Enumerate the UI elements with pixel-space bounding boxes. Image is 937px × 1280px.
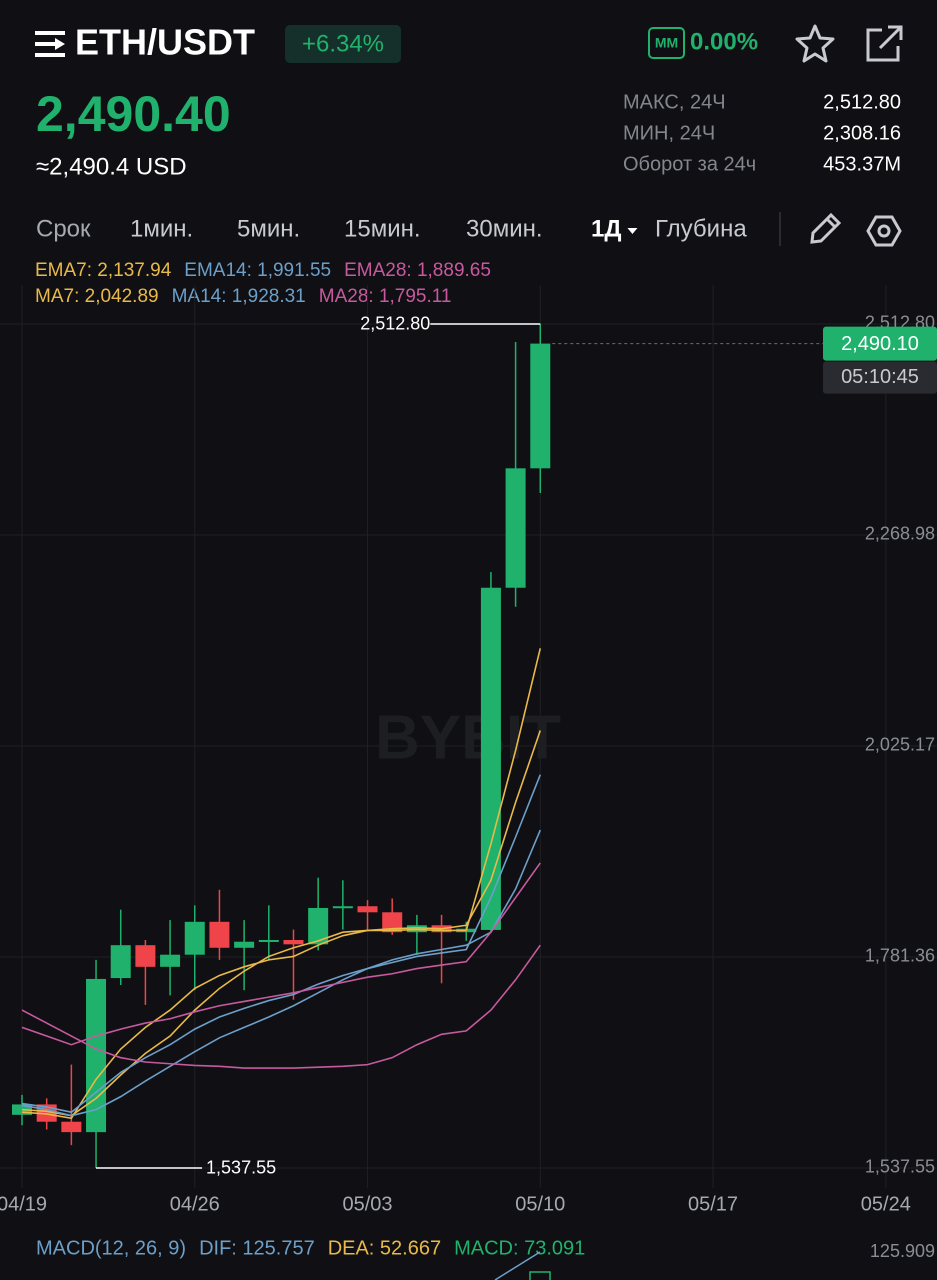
stat-label: МИН, 24Ч <box>623 122 715 144</box>
candle-body <box>258 939 279 942</box>
countdown-label: 05:10:45 <box>841 366 919 388</box>
mm-badge[interactable] <box>648 27 685 59</box>
last-price: 2,490.40 <box>36 86 231 142</box>
x-tick-label: 05/03 <box>342 1193 392 1215</box>
candle-body <box>530 343 551 469</box>
pair-title[interactable]: ETH/USDT <box>75 22 255 63</box>
candle-body <box>184 921 205 955</box>
stat-value: 453.37M <box>823 153 901 175</box>
moving-average-line <box>21 774 542 1114</box>
indicator-value: MA7: 2,042.89 <box>35 286 159 307</box>
candle-body <box>110 945 131 979</box>
candle-body <box>480 587 501 930</box>
tab[interactable]: 1мин. <box>130 215 193 242</box>
settings-icon[interactable] <box>866 215 902 247</box>
candle-body <box>382 912 403 933</box>
stat-label: Оборот за 24ч <box>623 153 756 175</box>
tab[interactable]: Глубина <box>655 215 747 242</box>
change-percent: +6.34% <box>302 30 384 57</box>
y-tick-label: 1,781.36 <box>865 946 935 966</box>
menu-icon[interactable] <box>35 31 65 57</box>
candle-body <box>12 1104 32 1115</box>
moving-average-line <box>21 648 542 1120</box>
indicator-legend: EMA7: 2,137.94 EMA14: 1,991.55 EMA28: 1,88… <box>35 260 491 307</box>
x-tick-label: 04/19 <box>0 1193 47 1215</box>
mm-label[interactable]: MM <box>655 35 678 51</box>
watermark: BYBIT <box>375 703 561 772</box>
x-tick-label: 04/26 <box>170 1193 220 1215</box>
macd-bar <box>529 1271 551 1280</box>
indicator-value: EMA7: 2,137.94 <box>35 260 172 281</box>
candle-body <box>160 954 181 967</box>
macd-value: DIF: 125.757 <box>199 1237 315 1259</box>
candle-body <box>283 939 304 945</box>
y-tick-label: 1,537.55 <box>865 1157 935 1177</box>
change-badge <box>285 25 401 63</box>
indicator-value: MA28: 1,795.11 <box>319 286 452 307</box>
candle-body <box>135 945 156 967</box>
plot-area <box>12 323 551 1168</box>
stat-value: 2,308.16 <box>823 122 901 144</box>
share-icon[interactable] <box>866 25 903 62</box>
max-marker-label: 2,512.80 <box>360 314 430 334</box>
macd-line <box>494 1251 541 1280</box>
moving-average-line <box>21 862 541 1046</box>
macd-value: MACD(12, 26, 9) <box>36 1237 186 1259</box>
candle-body <box>308 907 329 945</box>
candle-body <box>505 468 526 588</box>
candle-body <box>61 1121 82 1133</box>
mm-value: 0.00% <box>690 28 758 55</box>
tab-caret[interactable] <box>627 228 638 234</box>
tab[interactable]: 5мин. <box>237 215 300 242</box>
x-tick-label: 05/10 <box>515 1193 565 1215</box>
indicator-value: EMA14: 1,991.55 <box>184 260 331 281</box>
indicator-value: EMA28: 1,889.65 <box>344 260 491 281</box>
price-chart: 04/19 04/26 05/03 05/10 05/17 05/24 BYBIT 2,512… <box>0 285 937 1280</box>
stat-label: МАКС, 24Ч <box>623 91 726 113</box>
favorite-star[interactable] <box>795 24 835 63</box>
macd-value: DEA: 52.667 <box>328 1237 441 1259</box>
last-price-tag-label: 2,490.10 <box>841 333 919 355</box>
tab: Срок <box>36 215 91 242</box>
draw-tool-icon[interactable] <box>810 212 842 244</box>
tab[interactable]: 15мин. <box>344 215 421 242</box>
timeframe-tabs: Срок 1мин. 5мин. 15мин. 30мин. 1Д Глубина <box>36 215 747 242</box>
last-price-tag <box>823 326 937 361</box>
x-tick-label: 05/24 <box>861 1193 911 1215</box>
y-tick-label: 2,025.17 <box>865 735 935 755</box>
tab[interactable]: 30мин. <box>466 215 543 242</box>
moving-average-line <box>21 829 542 1117</box>
price-usd: ≈2,490.4 USD <box>36 153 187 180</box>
macd-axis-label: 125.909 <box>870 1241 935 1261</box>
moving-average-line <box>21 730 542 1117</box>
candle-body <box>234 941 255 948</box>
candle-body <box>406 925 427 933</box>
macd-value: MACD: 73.091 <box>454 1237 585 1259</box>
y-tick-label: 2,268.98 <box>865 524 935 544</box>
min-marker-label: 1,537.55 <box>206 1158 276 1178</box>
candle-body <box>209 921 230 948</box>
indicator-value: MA14: 1,928.31 <box>172 286 306 307</box>
stats-block: МАКС, 24Ч 2,512.80 МИН, 24Ч 2,308.16 Оборот … <box>623 91 901 175</box>
stat-value: 2,512.80 <box>823 91 901 113</box>
x-tick-label: 05/17 <box>688 1193 738 1215</box>
moving-average-line <box>21 944 541 1069</box>
countdown-tag <box>823 361 937 394</box>
candle-body <box>332 906 353 909</box>
tab-active[interactable]: 1Д <box>591 215 621 242</box>
candle-body <box>357 906 378 913</box>
